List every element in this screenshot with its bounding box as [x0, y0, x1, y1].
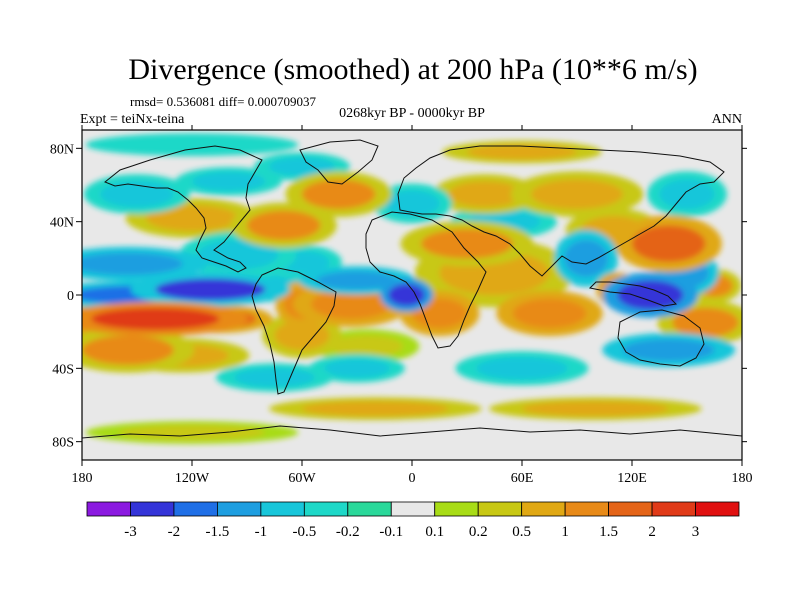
field-core	[672, 307, 739, 338]
colorbar-swatch	[477, 501, 523, 517]
field-core	[467, 144, 577, 160]
south-america-coast	[251, 267, 337, 395]
colorbar-label: -0.2	[336, 524, 360, 540]
colorbar-swatch	[260, 501, 305, 517]
field-core	[512, 298, 587, 329]
colorbar-swatch	[695, 501, 740, 517]
colorbar-label: -2	[168, 524, 181, 540]
colorbar-label: 2	[648, 524, 656, 540]
colorbar-label: 1	[561, 524, 569, 540]
colorbar-swatch	[608, 501, 653, 517]
field-core	[622, 339, 715, 361]
antarctica-coast	[82, 425, 742, 439]
x-tick-label: 0	[409, 471, 416, 486]
colorbar-label: 1.5	[599, 524, 618, 540]
colorbar-swatch	[564, 501, 610, 517]
field-core	[91, 307, 220, 330]
colorbar-swatch	[651, 501, 696, 517]
field-core	[118, 425, 266, 440]
colorbar-swatch	[434, 501, 479, 517]
colorbar-swatch	[347, 501, 392, 517]
eurasia-coast	[397, 145, 725, 277]
colorbar-label: -1.5	[206, 524, 230, 540]
y-axis: 80N 40N 0 40S 80S	[50, 142, 747, 451]
field-core	[522, 401, 669, 416]
field-core	[246, 210, 321, 240]
colorbar-label: -0.1	[379, 524, 403, 540]
field-core	[146, 205, 238, 231]
field-core	[324, 359, 390, 378]
field-core	[617, 280, 684, 310]
coastlines	[82, 139, 742, 439]
colorbar-swatch	[390, 501, 436, 517]
field-core	[316, 271, 398, 290]
field-core	[329, 335, 403, 358]
field-core	[659, 179, 715, 209]
field-core	[274, 320, 330, 351]
x-tick-label: 60E	[511, 471, 534, 486]
field-core	[448, 181, 522, 208]
colorbar-label: 0.2	[469, 524, 488, 540]
field-core	[564, 240, 609, 277]
colorbar-swatch	[303, 501, 349, 517]
x-axis: 180 120W 60W 0 60E 120E 180	[72, 125, 753, 486]
north-america-coast	[104, 145, 263, 273]
colorbar-label: -1	[255, 524, 268, 540]
colorbar-swatch	[130, 501, 175, 517]
x-tick-label: 120E	[617, 471, 647, 486]
y-tick-label: 0	[67, 289, 74, 304]
field-core	[388, 284, 425, 306]
experiment-label: Expt = teiNx-teina	[80, 112, 185, 127]
field-core	[302, 179, 376, 209]
field-core	[302, 401, 449, 416]
colorbar-label: -0.5	[292, 524, 316, 540]
field-core	[82, 252, 183, 275]
field-core	[632, 225, 706, 262]
chart-title: Divergence (smoothed) at 200 hPa (10**6 …	[128, 53, 697, 86]
colorbar-swatch	[173, 501, 218, 517]
stats-line: rmsd= 0.536081 diff= 0.000709037	[130, 94, 316, 109]
season-label: ANN	[712, 112, 742, 127]
field-core	[234, 368, 315, 387]
field-core	[118, 137, 266, 153]
field-core	[531, 179, 623, 209]
colorbar-swatch	[521, 501, 566, 517]
y-tick-label: 40N	[50, 216, 74, 231]
y-tick-label: 80S	[52, 436, 74, 451]
field-core	[82, 335, 174, 365]
africa-coast	[365, 211, 487, 349]
field-core	[476, 357, 568, 380]
indonesia-coast	[588, 281, 678, 307]
colorbar-swatch	[216, 501, 262, 517]
x-tick-label: 180	[732, 471, 753, 486]
colorbar: -3 -2 -1.5 -1 -0.5 -0.2 -0.1 0.1 0.2 0.5 1 1.5 2 3	[86, 501, 740, 540]
field-core	[421, 229, 513, 259]
y-tick-label: 40S	[52, 362, 74, 377]
colorbar-label: 3	[692, 524, 700, 540]
greenland-coast	[299, 139, 379, 185]
australia-coast	[617, 309, 705, 367]
period-label: 0268kyr BP - 0000kyr BP	[339, 106, 485, 121]
x-tick-label: 60W	[288, 471, 316, 486]
colorbar-label: -3	[124, 524, 137, 540]
x-tick-label: 180	[72, 471, 93, 486]
field-core	[155, 278, 266, 301]
field-core	[192, 172, 266, 191]
y-tick-label: 80N	[50, 142, 74, 157]
x-tick-label: 120W	[175, 471, 210, 486]
colorbar-swatch	[86, 501, 131, 517]
colorbar-label: 0.1	[425, 524, 444, 540]
colorbar-label: 0.5	[512, 524, 531, 540]
